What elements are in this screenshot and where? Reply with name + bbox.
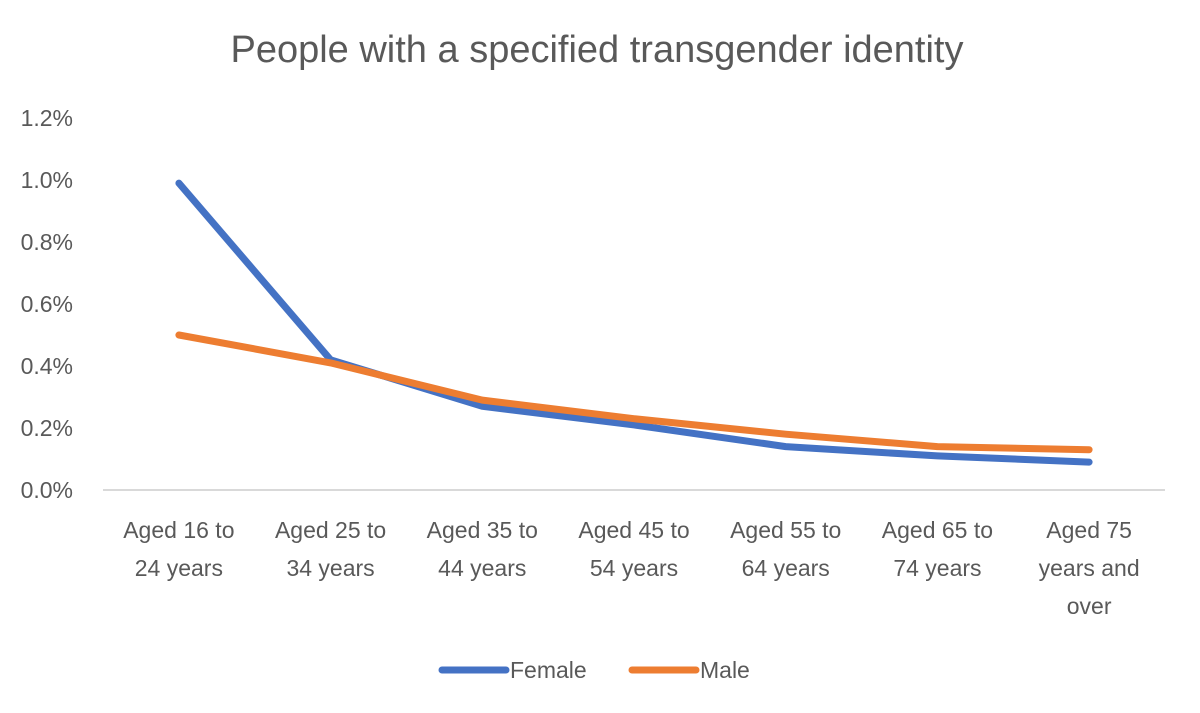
x-category-label: Aged 16 to 24 years <box>123 517 234 581</box>
y-tick-label: 0.8% <box>21 229 73 255</box>
x-category-label-line: 34 years <box>286 555 374 581</box>
x-category-label: Aged 55 to 64 years <box>730 517 841 581</box>
y-tick-label: 0.2% <box>21 415 73 441</box>
chart-title: People with a specified transgender iden… <box>230 29 963 71</box>
x-category-label-line: 64 years <box>742 555 830 581</box>
x-category-label-line: over <box>1067 593 1112 619</box>
legend-label-male: Male <box>700 657 750 683</box>
x-category-label-line: 74 years <box>893 555 981 581</box>
x-category-label-line: 54 years <box>590 555 678 581</box>
y-tick-label: 0.0% <box>21 477 73 503</box>
y-tick-label: 0.4% <box>21 353 73 379</box>
x-category-label: Aged 35 to 44 years <box>427 517 538 581</box>
x-category-label: Aged 65 to 74 years <box>882 517 993 581</box>
y-tick-label: 0.6% <box>21 291 73 317</box>
legend: Female Male <box>438 657 750 683</box>
x-category-label-line: Aged 55 to <box>730 517 841 543</box>
x-category-label-line: Aged 65 to <box>882 517 993 543</box>
x-category-label-line: Aged 16 to <box>123 517 234 543</box>
x-category-label: Aged 45 to 54 years <box>578 517 689 581</box>
x-category-label: Aged 25 to 34 years <box>275 517 386 581</box>
x-category-label-line: Aged 45 to <box>578 517 689 543</box>
x-category-label: Aged 75 years and over <box>1039 517 1140 619</box>
y-axis-ticks: 0.0% 0.2% 0.4% 0.6% 0.8% 1.0% 1.2% <box>21 105 73 503</box>
y-tick-label: 1.0% <box>21 167 73 193</box>
x-category-label-line: Aged 25 to <box>275 517 386 543</box>
series-line-male <box>175 331 1093 454</box>
x-category-label-line: Aged 35 to <box>427 517 538 543</box>
x-category-label-line: 24 years <box>135 555 223 581</box>
x-category-label-line: Aged 75 <box>1046 517 1132 543</box>
y-tick-label: 1.2% <box>21 105 73 131</box>
x-category-label-line: 44 years <box>438 555 526 581</box>
series-lines <box>175 179 1093 466</box>
x-category-label-line: years and <box>1039 555 1140 581</box>
legend-label-female: Female <box>510 657 587 683</box>
